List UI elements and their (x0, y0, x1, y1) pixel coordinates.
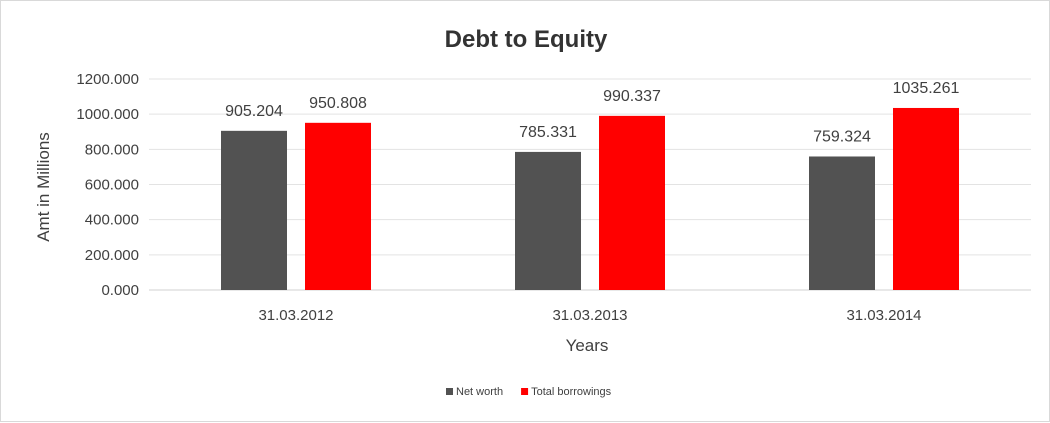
bar-total-borrowings (599, 115, 665, 290)
data-labels: 905.204 950.808 785.331 990.337 759.324 1035.… (225, 80, 959, 146)
y-tick-label: 400.000 (85, 212, 139, 229)
y-tick-label: 0.000 (101, 282, 139, 299)
bar-net-worth (809, 156, 875, 290)
x-tick-label: 31.03.2014 (846, 307, 921, 324)
chart-title: Debt to Equity (445, 26, 608, 53)
x-tick-label: 31.03.2012 (258, 307, 333, 324)
bar-total-borrowings (893, 107, 959, 290)
x-axis-ticks: 31.03.2012 31.03.2013 31.03.2014 (258, 307, 921, 324)
y-tick-label: 800.000 (85, 141, 139, 158)
y-axis-title: Amt in Millions (34, 132, 53, 242)
data-label: 905.204 (225, 103, 283, 120)
y-tick-label: 600.000 (85, 177, 139, 194)
bar-net-worth (515, 151, 581, 290)
data-label: 990.337 (603, 88, 661, 105)
y-tick-label: 1200.000 (76, 71, 139, 88)
legend-swatch (521, 388, 529, 395)
bar-net-worth (221, 130, 287, 290)
x-axis-title: Years (566, 336, 609, 355)
y-tick-label: 1000.000 (76, 106, 139, 123)
data-label: 1035.261 (893, 80, 960, 97)
legend-swatch (446, 388, 453, 395)
x-tick-label: 31.03.2013 (552, 307, 627, 324)
bar-total-borrowings (305, 122, 371, 291)
data-label: 759.324 (813, 128, 871, 145)
legend-label: Net worth (456, 386, 503, 398)
data-label: 785.331 (519, 124, 577, 141)
bars (221, 107, 959, 291)
gridlines (149, 78, 1031, 291)
y-axis-ticks: 0.000 200.000 400.000 600.000 800.000 1000.00… (76, 71, 139, 299)
data-label: 950.808 (309, 95, 367, 112)
y-tick-label: 200.000 (85, 247, 139, 264)
legend-label: Total borrowings (531, 386, 612, 398)
legend: Net worth Total borrowings (446, 386, 612, 398)
